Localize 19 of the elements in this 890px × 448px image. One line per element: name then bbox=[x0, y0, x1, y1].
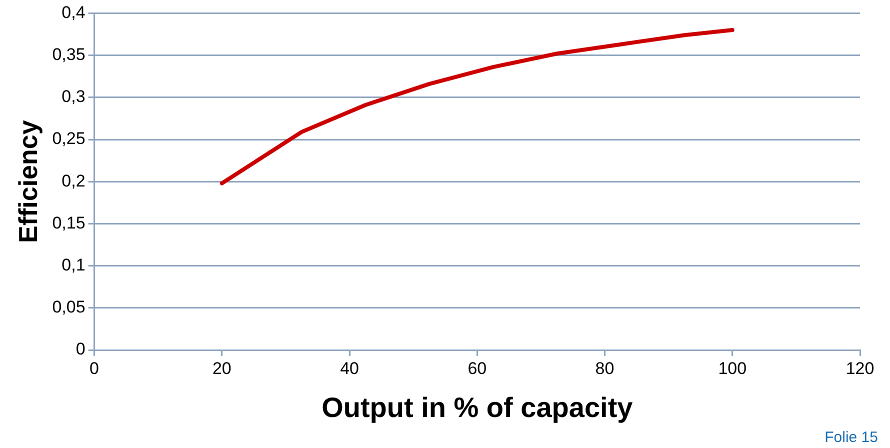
text: Folie 15 bbox=[824, 429, 878, 446]
x-axis-title: Output in % of capacity bbox=[322, 392, 634, 423]
x-tick-label: 40 bbox=[340, 358, 359, 378]
y-tick-label: 0,1 bbox=[62, 255, 86, 274]
y-tick-label: 0,4 bbox=[62, 2, 86, 22]
x-tick-label: 80 bbox=[595, 358, 614, 378]
y-tick-label: 0,25 bbox=[52, 129, 86, 148]
y-tick-label: 0 bbox=[76, 340, 86, 359]
y-tick-label: 0,05 bbox=[52, 298, 86, 317]
y-tick-label: 0,3 bbox=[62, 87, 86, 106]
x-tick-label: 0 bbox=[90, 358, 100, 378]
y-tick-label: 0,15 bbox=[52, 213, 86, 232]
x-tick-label: 20 bbox=[212, 358, 232, 378]
x-tick-label: 60 bbox=[468, 358, 487, 378]
y-tick-label: 0,2 bbox=[62, 171, 86, 190]
x-tick-label: 100 bbox=[718, 358, 747, 378]
x-tick-label: 120 bbox=[846, 358, 874, 378]
y-axis-title: Efficiency bbox=[12, 120, 43, 244]
y-tick-label: 0,35 bbox=[52, 44, 86, 64]
